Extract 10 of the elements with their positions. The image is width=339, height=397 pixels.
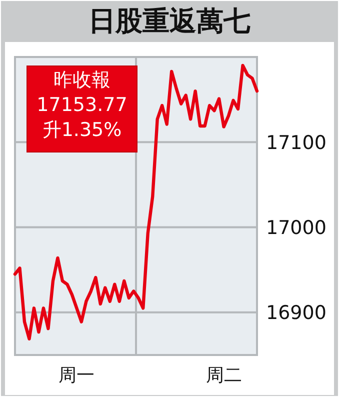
annotation: 17153.77 [36,94,128,116]
y-tick-label: 17100 [266,132,326,154]
annotation: 升1.35% [42,119,122,141]
chart-title: 日股重返萬七 [88,6,250,37]
y-tick-label: 17000 [266,216,326,239]
x-tick-label: 周二 [206,365,242,386]
x-tick-label: 周一 [58,365,95,386]
line-series [13,64,259,340]
annotation: 昨收報 [54,69,110,91]
y-tick-label: 16900 [266,302,326,324]
